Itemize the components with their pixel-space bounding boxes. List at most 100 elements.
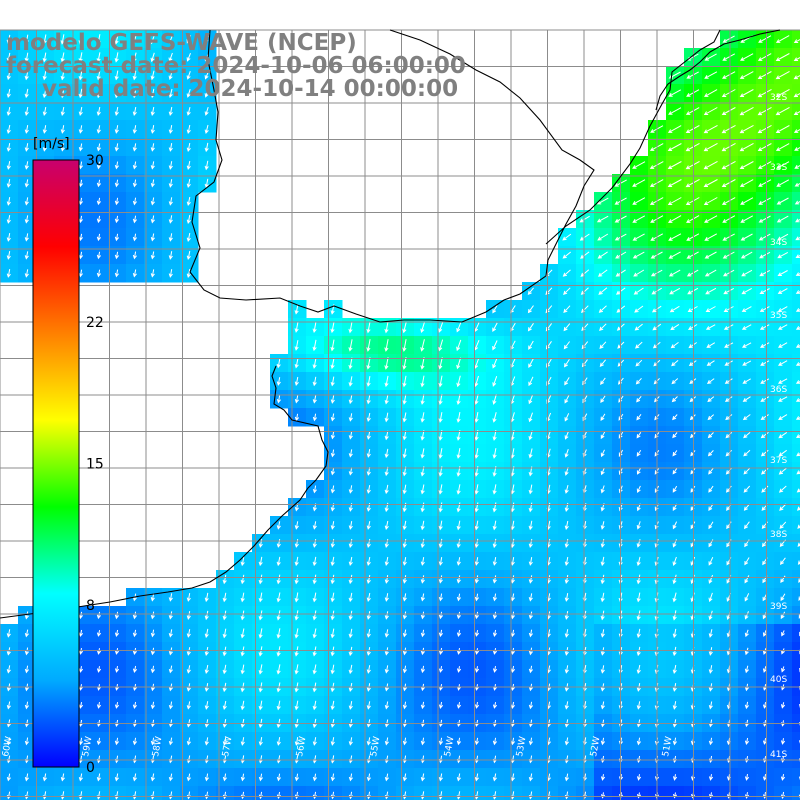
wind-arrow bbox=[456, 737, 461, 746]
forecast-date: forecast date: 2024-10-06 06:00:00 bbox=[6, 53, 466, 79]
wind-arrow bbox=[672, 610, 677, 621]
wind-arrow bbox=[703, 215, 718, 223]
wind-arrow bbox=[704, 71, 718, 79]
wind-arrow bbox=[420, 538, 425, 549]
wind-arrow bbox=[758, 35, 772, 43]
colorbar-scale bbox=[32, 159, 80, 768]
wind-arrow bbox=[743, 467, 751, 475]
wind-arrow bbox=[744, 593, 750, 602]
wind-arrow bbox=[636, 485, 641, 494]
wind-speed-cell bbox=[792, 642, 800, 661]
wind-arrow bbox=[795, 398, 800, 402]
wind-arrow bbox=[78, 179, 83, 188]
coastline bbox=[0, 29, 781, 619]
wind-arrow bbox=[759, 288, 770, 294]
wind-arrow bbox=[168, 773, 173, 782]
wind-arrow bbox=[780, 702, 786, 709]
wind-arrow bbox=[564, 538, 569, 549]
wind-arrow bbox=[600, 377, 606, 385]
wind-arrow bbox=[775, 125, 790, 133]
wind-arrow bbox=[707, 432, 714, 439]
wind-arrow bbox=[636, 737, 641, 746]
colorbar-ticks: 30 22 15 8 0 bbox=[86, 153, 104, 776]
wind-arrow bbox=[366, 665, 371, 674]
wind-arrow bbox=[600, 737, 605, 746]
wind-arrow bbox=[384, 484, 389, 495]
wind-arrow bbox=[793, 92, 800, 98]
wind-arrow bbox=[168, 197, 173, 206]
colorbar-unit: [m/s] bbox=[33, 136, 70, 152]
wind-arrow bbox=[794, 182, 800, 187]
wind-arrow bbox=[96, 143, 101, 152]
wind-arrow bbox=[294, 592, 299, 603]
wind-arrow bbox=[708, 737, 713, 746]
wind-arrow bbox=[78, 773, 83, 782]
wind-arrow bbox=[705, 287, 717, 295]
coastline-brazil bbox=[545, 29, 721, 245]
wind-speed-cell bbox=[792, 318, 800, 337]
wind-arrow bbox=[384, 448, 389, 459]
wind-arrow bbox=[670, 341, 679, 349]
wind-arrow bbox=[527, 305, 534, 314]
wind-arrow bbox=[510, 701, 515, 710]
wind-arrow bbox=[276, 592, 281, 603]
wind-arrow bbox=[760, 396, 770, 402]
wind-arrow bbox=[114, 143, 119, 152]
wind-arrow bbox=[204, 178, 209, 189]
wind-arrow bbox=[24, 215, 29, 224]
wind-arrow bbox=[6, 773, 11, 782]
wind-arrow bbox=[348, 394, 353, 405]
wind-speed-cell bbox=[792, 102, 800, 121]
wind-arrow bbox=[78, 611, 83, 620]
colorbar-tick-label: 30 bbox=[86, 153, 104, 169]
wind-arrow bbox=[402, 520, 407, 531]
wind-arrow bbox=[420, 557, 425, 566]
wind-speed-cell bbox=[792, 300, 800, 319]
latitude-label: 40S bbox=[770, 675, 787, 685]
wind-arrow bbox=[348, 538, 353, 549]
wind-arrow bbox=[114, 88, 119, 99]
wind-arrow bbox=[6, 737, 11, 746]
wind-arrow bbox=[24, 197, 29, 206]
wind-arrow bbox=[438, 322, 444, 333]
wind-arrow bbox=[186, 250, 191, 261]
wind-speed-cell bbox=[792, 30, 800, 49]
wind-arrow bbox=[474, 412, 479, 423]
wind-arrow bbox=[708, 556, 714, 566]
wind-arrow bbox=[42, 52, 47, 63]
wind-arrow bbox=[672, 737, 677, 746]
wind-arrow bbox=[781, 666, 786, 673]
wind-arrow bbox=[222, 773, 227, 782]
wind-arrow bbox=[384, 665, 389, 674]
wind-arrow bbox=[276, 358, 281, 369]
wind-arrow bbox=[668, 89, 682, 97]
wind-arrow bbox=[492, 376, 498, 387]
wind-arrow bbox=[204, 106, 209, 116]
wind-arrow bbox=[761, 467, 769, 475]
wind-arrow bbox=[510, 593, 515, 602]
wind-arrow bbox=[186, 35, 192, 44]
wind-arrow bbox=[24, 143, 29, 152]
wind-arrow bbox=[150, 611, 155, 620]
wind-arrow bbox=[778, 414, 788, 420]
wind-speed-cell bbox=[792, 84, 800, 103]
wind-arrow bbox=[6, 233, 11, 242]
wind-arrow bbox=[528, 593, 533, 602]
wind-arrow bbox=[132, 269, 137, 278]
wind-arrow bbox=[168, 593, 173, 602]
longitude-label: 60W bbox=[1, 736, 14, 758]
wind-arrow bbox=[204, 35, 210, 44]
longitude-label: 52W bbox=[589, 736, 602, 758]
wind-arrow bbox=[739, 142, 754, 152]
wind-arrow bbox=[330, 556, 335, 567]
wind-arrow bbox=[78, 143, 83, 152]
wind-speed-cell bbox=[792, 264, 800, 283]
wind-arrow bbox=[672, 556, 677, 566]
wind-arrow bbox=[724, 360, 733, 366]
wind-speed-cell bbox=[792, 426, 800, 445]
wind-arrow bbox=[114, 34, 119, 45]
wind-arrow bbox=[402, 321, 407, 334]
wind-arrow bbox=[312, 628, 317, 639]
wind-arrow bbox=[150, 106, 155, 117]
wind-arrow bbox=[366, 520, 371, 530]
